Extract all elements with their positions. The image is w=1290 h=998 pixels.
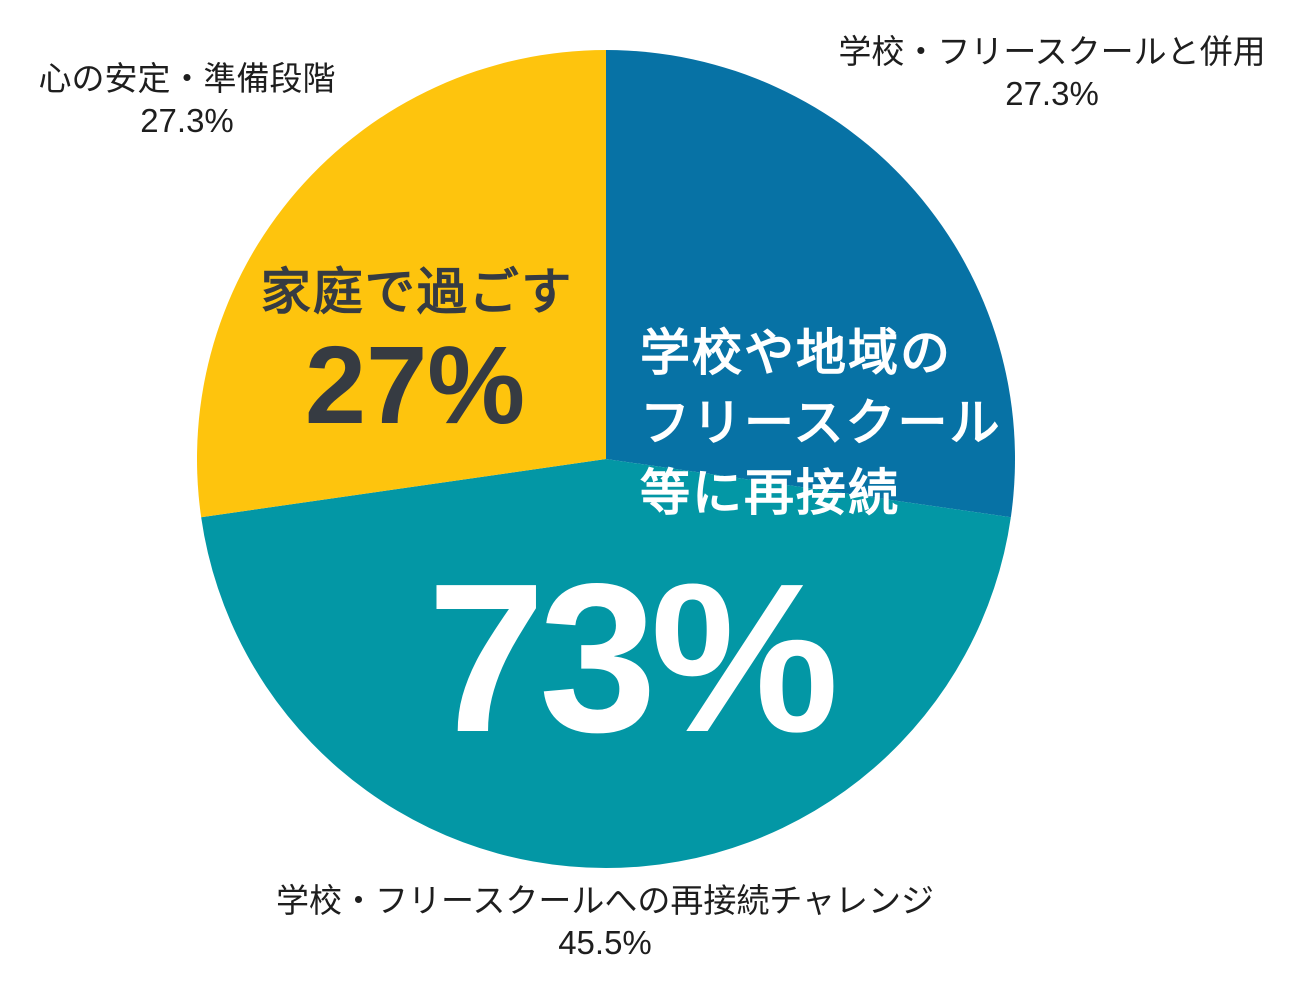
outer-label-school-combined-pct: 27.3% (1005, 75, 1099, 112)
slice-inner-label-reconnect: 学校や地域の フリースクール 等に再接続 (640, 318, 1002, 528)
outer-label-stay-at-home-text: 心の安定・準備段階 (38, 60, 336, 97)
outer-label-stay-at-home: 心の安定・準備段階 27.3% (39, 58, 336, 142)
outer-label-school-combined: 学校・フリースクールと併用 27.3% (838, 31, 1265, 115)
slice-inner-label-reconnect-pct: 73% (427, 539, 839, 776)
slice-inner-label-reconnect-line1: 学校や地域の (640, 325, 952, 381)
outer-label-reconnect-challenge-pct: 45.5% (558, 924, 652, 961)
outer-label-stay-at-home-pct: 27.3% (140, 102, 234, 139)
pie-slice-reconnect-challenge (201, 459, 1011, 869)
outer-label-reconnect-challenge: 学校・フリースクールへの再接続チャレンジ 45.5% (276, 880, 934, 964)
slice-inner-label-home-title: 家庭で過ごす (260, 264, 574, 320)
outer-label-reconnect-challenge-text: 学校・フリースクールへの再接続チャレンジ (275, 882, 935, 919)
pie-slice-school-freeschool-combined (606, 50, 1016, 518)
pie-slice-stay-at-home (196, 50, 606, 518)
outer-label-school-combined-text: 学校・フリースクールと併用 (838, 33, 1266, 70)
slice-inner-label-reconnect-line3: 等に再接続 (640, 465, 900, 521)
slice-inner-label-reconnect-line2: フリースクール (640, 395, 1002, 451)
slice-inner-label-home-pct: 27% (304, 324, 526, 447)
